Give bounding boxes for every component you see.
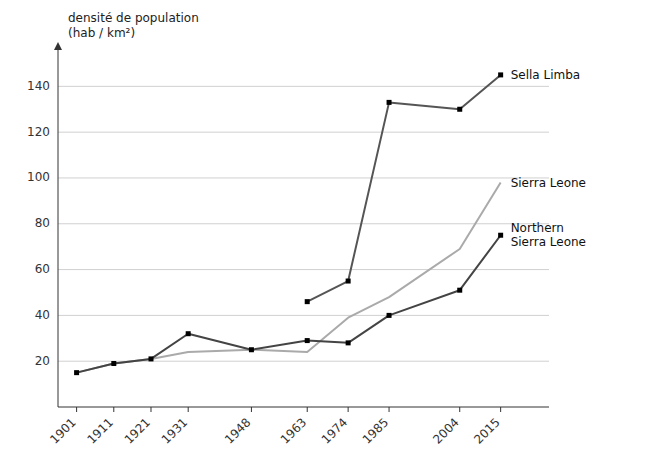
y-tick-label: 100 xyxy=(27,170,50,184)
plot-area xyxy=(74,72,503,375)
y-tick-label: 120 xyxy=(27,125,50,139)
y-axis-label: densité de population xyxy=(68,11,199,25)
series-label-line: Northern xyxy=(511,221,564,235)
x-tick xyxy=(150,407,151,412)
x-tick xyxy=(500,407,501,412)
y-tick-label: 60 xyxy=(35,262,50,276)
x-tick xyxy=(348,407,349,412)
y-axis xyxy=(58,46,59,407)
x-tick-label: 1985 xyxy=(360,415,391,446)
grid-line xyxy=(58,177,549,178)
series-line xyxy=(77,183,501,373)
x-tick-label: 1948 xyxy=(222,415,253,446)
series-marker xyxy=(111,361,116,366)
x-tick-label: 2004 xyxy=(430,415,461,446)
series-label: Sierra Leone xyxy=(511,176,586,190)
y-axis-label: (hab / km²) xyxy=(68,26,135,40)
x-tick-label: 1911 xyxy=(84,415,115,446)
x-tick xyxy=(459,407,460,412)
x-tick xyxy=(251,407,252,412)
grid-line xyxy=(58,86,549,87)
series-line xyxy=(307,75,500,302)
x-tick xyxy=(389,407,390,412)
x-tick xyxy=(113,407,114,412)
series-marker xyxy=(457,288,462,293)
series-label: Sella Limba xyxy=(511,68,581,82)
x-tick-label: 1921 xyxy=(122,415,153,446)
grid-line xyxy=(58,132,549,133)
series-marker xyxy=(74,370,79,375)
x-axis xyxy=(58,407,549,408)
series-marker xyxy=(498,233,503,238)
series-label-line: Sierra Leone xyxy=(511,176,586,190)
series-label-line: Sella Limba xyxy=(511,68,581,82)
series-marker xyxy=(498,72,503,77)
series-marker xyxy=(249,347,254,352)
series-marker xyxy=(305,299,310,304)
series-marker xyxy=(387,313,392,318)
y-tick-label: 140 xyxy=(27,79,50,93)
y-tick-label: 80 xyxy=(35,216,50,230)
series-marker xyxy=(346,279,351,284)
x-tick-label: 1901 xyxy=(47,415,78,446)
x-tick xyxy=(76,407,77,412)
series-marker xyxy=(346,340,351,345)
series-label: NorthernSierra Leone xyxy=(511,221,586,249)
y-axis-arrow xyxy=(54,42,62,50)
x-tick-label: 2015 xyxy=(471,415,502,446)
series-marker xyxy=(305,338,310,343)
x-tick-label: 1931 xyxy=(159,415,190,446)
series-label-line: Sierra Leone xyxy=(511,235,586,249)
x-tick xyxy=(307,407,308,412)
series-marker xyxy=(148,356,153,361)
x-tick-label: 1974 xyxy=(319,415,350,446)
series-line xyxy=(77,235,501,372)
x-tick xyxy=(188,407,189,412)
x-tick-label: 1963 xyxy=(278,415,309,446)
chart: 20 40 60 80 100 120 140 1901191119211931 1948 196… xyxy=(0,0,664,475)
series-marker xyxy=(457,107,462,112)
series-marker xyxy=(186,331,191,336)
grid-line xyxy=(58,315,549,316)
y-tick-label: 40 xyxy=(35,308,50,322)
series-marker xyxy=(387,100,392,105)
y-tick-label: 20 xyxy=(35,354,50,368)
